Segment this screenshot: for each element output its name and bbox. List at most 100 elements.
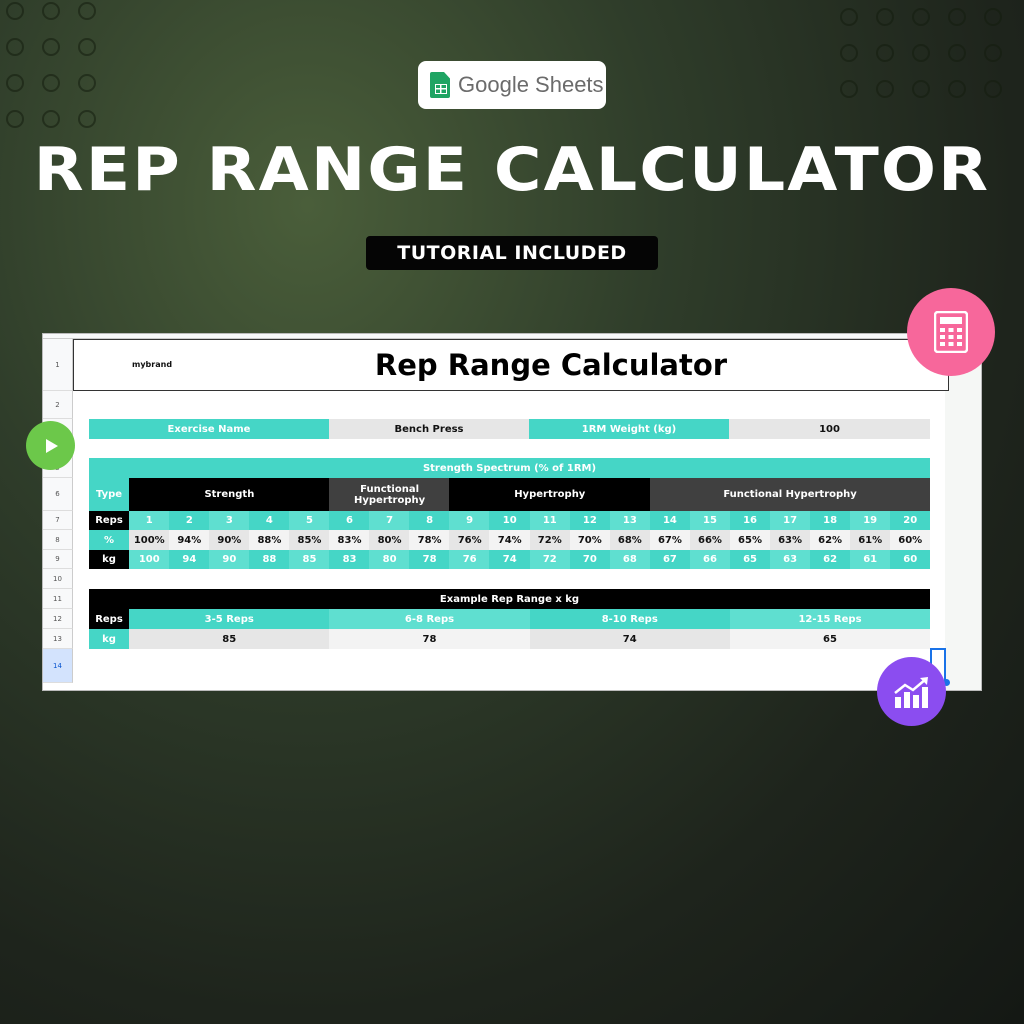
- percent-cell[interactable]: 78%: [409, 530, 450, 550]
- row-header[interactable]: 12: [43, 609, 73, 629]
- kg-cell[interactable]: 85: [289, 550, 330, 569]
- row-header[interactable]: 6: [43, 478, 73, 511]
- example-title[interactable]: Example Rep Range x kg: [89, 589, 930, 609]
- kg-cell[interactable]: 61: [849, 550, 891, 569]
- percent-cell[interactable]: 65%: [729, 530, 771, 550]
- percent-cell[interactable]: 88%: [249, 530, 290, 550]
- row-header[interactable]: 10: [43, 569, 73, 589]
- kg-cell[interactable]: 66: [689, 550, 731, 569]
- example-range[interactable]: 12-15 Reps: [729, 609, 931, 629]
- example-kg[interactable]: 78: [329, 629, 530, 649]
- percent-cell[interactable]: 61%: [849, 530, 891, 550]
- reps-cell[interactable]: 14: [649, 511, 691, 530]
- percent-cell[interactable]: 94%: [169, 530, 210, 550]
- example-kg[interactable]: 65: [729, 629, 931, 649]
- row-header[interactable]: 13: [43, 629, 73, 649]
- percent-cell[interactable]: 70%: [569, 530, 611, 550]
- kg-cell[interactable]: 80: [369, 550, 410, 569]
- percent-cell[interactable]: 62%: [809, 530, 851, 550]
- percent-cell[interactable]: 68%: [609, 530, 651, 550]
- kg-cell[interactable]: 76: [449, 550, 490, 569]
- row-header[interactable]: 9: [43, 550, 73, 569]
- reps-cell[interactable]: 6: [329, 511, 370, 530]
- reps-label[interactable]: Reps: [89, 511, 129, 530]
- reps-cell[interactable]: 12: [569, 511, 611, 530]
- play-button[interactable]: [26, 421, 75, 470]
- kg-label[interactable]: kg: [89, 550, 129, 569]
- reps-cell[interactable]: 15: [689, 511, 731, 530]
- reps-cell[interactable]: 5: [289, 511, 330, 530]
- percent-cell[interactable]: 85%: [289, 530, 330, 550]
- percent-cell[interactable]: 67%: [649, 530, 691, 550]
- kg-cell[interactable]: 60: [889, 550, 931, 569]
- percent-cell[interactable]: 100%: [129, 530, 170, 550]
- kg-cell[interactable]: 78: [409, 550, 450, 569]
- kg-cell[interactable]: 74: [489, 550, 530, 569]
- decor-dots-right: [840, 8, 1002, 98]
- percent-cell[interactable]: 90%: [209, 530, 250, 550]
- kg-cell[interactable]: 100: [129, 550, 170, 569]
- percent-cell[interactable]: 83%: [329, 530, 370, 550]
- type-header[interactable]: Hypertrophy: [449, 478, 651, 511]
- type-label[interactable]: Type: [89, 478, 129, 511]
- type-header[interactable]: Functional Hypertrophy: [649, 478, 931, 511]
- row-header[interactable]: 1: [43, 339, 73, 391]
- reps-cell[interactable]: 4: [249, 511, 290, 530]
- kg-cell[interactable]: 88: [249, 550, 290, 569]
- percent-cell[interactable]: 76%: [449, 530, 490, 550]
- reps-cell[interactable]: 8: [409, 511, 450, 530]
- reps-cell[interactable]: 1: [129, 511, 170, 530]
- kg-cell[interactable]: 68: [609, 550, 651, 569]
- reps-cell[interactable]: 10: [489, 511, 530, 530]
- example-reps-label[interactable]: Reps: [89, 609, 129, 629]
- example-range[interactable]: 6-8 Reps: [329, 609, 530, 629]
- kg-cell[interactable]: 83: [329, 550, 370, 569]
- row-header[interactable]: 11: [43, 589, 73, 609]
- kg-cell[interactable]: 63: [769, 550, 811, 569]
- exercise-name-label[interactable]: Exercise Name: [89, 419, 329, 439]
- percent-cell[interactable]: 80%: [369, 530, 410, 550]
- row-header[interactable]: 7: [43, 511, 73, 530]
- example-kg-label[interactable]: kg: [89, 629, 129, 649]
- example-kg[interactable]: 85: [129, 629, 330, 649]
- row-header[interactable]: 2: [43, 391, 73, 419]
- type-header[interactable]: Functional Hypertrophy: [329, 478, 450, 511]
- reps-cell[interactable]: 18: [809, 511, 851, 530]
- example-range[interactable]: 8-10 Reps: [529, 609, 730, 629]
- type-header[interactable]: Strength: [129, 478, 330, 511]
- exercise-name-value[interactable]: Bench Press: [329, 419, 529, 439]
- percent-cell[interactable]: 66%: [689, 530, 731, 550]
- kg-cell[interactable]: 67: [649, 550, 691, 569]
- reps-cell[interactable]: 3: [209, 511, 250, 530]
- percent-cell[interactable]: 63%: [769, 530, 811, 550]
- percent-cell[interactable]: 72%: [529, 530, 571, 550]
- kg-cell[interactable]: 62: [809, 550, 851, 569]
- orm-weight-value[interactable]: 100: [729, 419, 930, 439]
- reps-cell[interactable]: 9: [449, 511, 490, 530]
- kg-cell[interactable]: 90: [209, 550, 250, 569]
- reps-cell[interactable]: 17: [769, 511, 811, 530]
- percent-cell[interactable]: 60%: [889, 530, 931, 550]
- reps-cell[interactable]: 20: [889, 511, 931, 530]
- spectrum-title[interactable]: Strength Spectrum (% of 1RM): [89, 458, 930, 478]
- percent-label[interactable]: %: [89, 530, 129, 550]
- row-header[interactable]: 14: [43, 649, 73, 683]
- reps-cell[interactable]: 11: [529, 511, 571, 530]
- kg-cell[interactable]: 70: [569, 550, 611, 569]
- row-header[interactable]: 8: [43, 530, 73, 550]
- percent-cell[interactable]: 74%: [489, 530, 530, 550]
- kg-cell[interactable]: 65: [729, 550, 771, 569]
- reps-cell[interactable]: 19: [849, 511, 891, 530]
- brand-logo: mybrand: [132, 360, 173, 369]
- example-kg[interactable]: 74: [529, 629, 730, 649]
- reps-cell[interactable]: 2: [169, 511, 210, 530]
- orm-weight-label[interactable]: 1RM Weight (kg): [529, 419, 729, 439]
- reps-cell[interactable]: 16: [729, 511, 771, 530]
- reps-cell[interactable]: 13: [609, 511, 651, 530]
- example-range[interactable]: 3-5 Reps: [129, 609, 330, 629]
- reps-cell[interactable]: 7: [369, 511, 410, 530]
- calculator-icon: [934, 311, 968, 353]
- kg-cell[interactable]: 94: [169, 550, 210, 569]
- kg-cell[interactable]: 72: [529, 550, 571, 569]
- selection-handle[interactable]: [943, 679, 950, 686]
